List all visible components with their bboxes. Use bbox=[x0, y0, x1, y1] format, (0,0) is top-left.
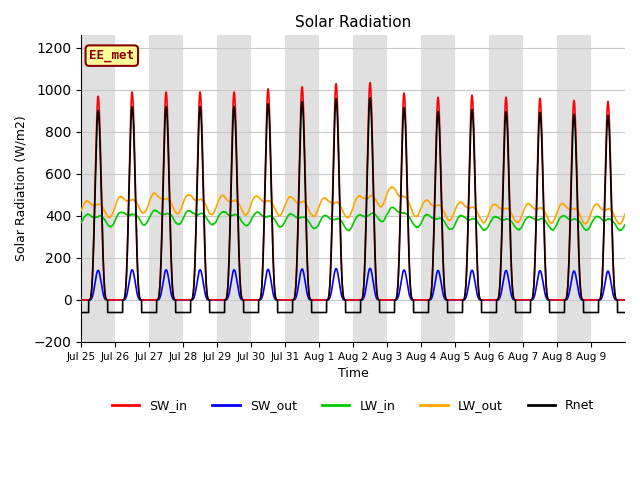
Bar bbox=[421, 36, 455, 342]
Legend: SW_in, SW_out, LW_in, LW_out, Rnet: SW_in, SW_out, LW_in, LW_out, Rnet bbox=[107, 394, 599, 417]
X-axis label: Time: Time bbox=[338, 367, 369, 380]
Y-axis label: Solar Radiation (W/m2): Solar Radiation (W/m2) bbox=[15, 116, 28, 262]
Bar bbox=[557, 36, 591, 342]
Bar bbox=[353, 36, 387, 342]
Bar bbox=[285, 36, 319, 342]
Bar bbox=[217, 36, 251, 342]
Text: EE_met: EE_met bbox=[90, 49, 134, 62]
Bar bbox=[81, 36, 115, 342]
Bar bbox=[489, 36, 523, 342]
Bar bbox=[149, 36, 183, 342]
Title: Solar Radiation: Solar Radiation bbox=[295, 15, 412, 30]
